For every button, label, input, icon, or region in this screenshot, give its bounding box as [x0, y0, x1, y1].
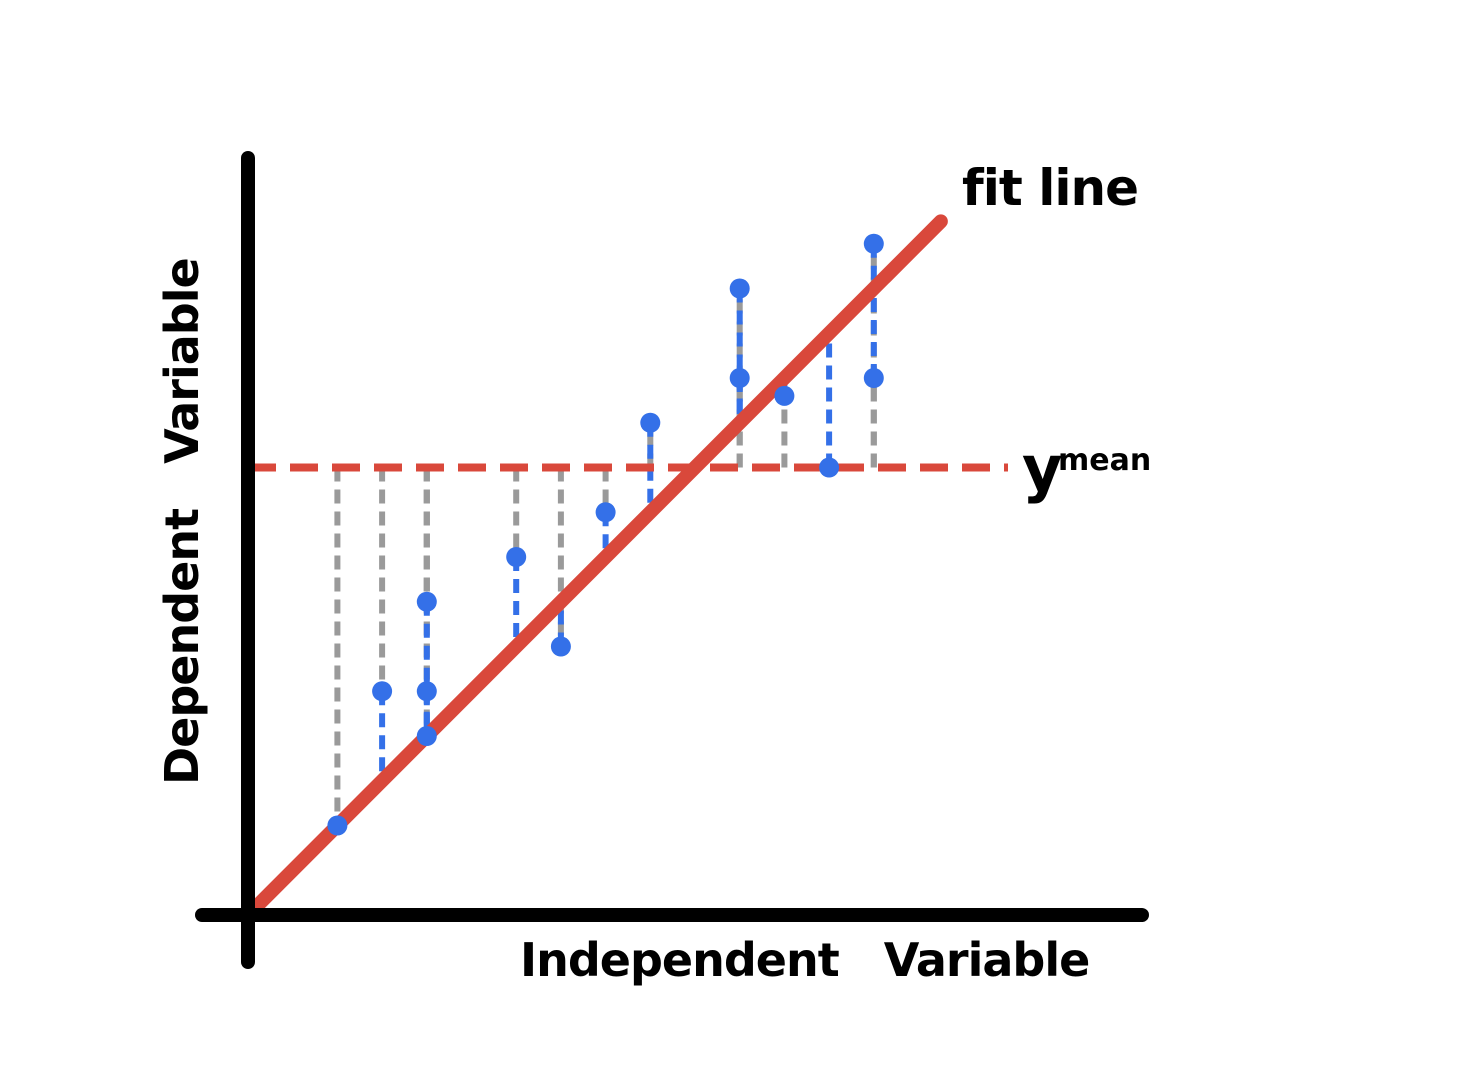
fit-line-label: fit line — [962, 159, 1138, 217]
data-point — [729, 278, 750, 299]
data-point — [416, 726, 437, 746]
data-point — [863, 368, 884, 388]
y-axis-label: Dependent Variable — [155, 258, 209, 785]
data-point — [819, 457, 840, 478]
data-point — [595, 502, 616, 523]
data-point — [506, 547, 527, 567]
data-point — [863, 233, 884, 254]
data-points — [327, 233, 884, 836]
data-point — [774, 385, 795, 406]
data-point — [416, 681, 437, 702]
x-axis-label: Independent Variable — [520, 933, 1089, 987]
y-mean-symbol: y — [1022, 432, 1062, 505]
data-point — [550, 636, 571, 657]
data-point — [640, 412, 661, 433]
data-point — [372, 681, 393, 702]
y-mean-label: mean — [1058, 443, 1151, 478]
data-point — [729, 368, 750, 388]
data-point — [327, 815, 348, 836]
data-point — [416, 591, 437, 612]
fit-line — [241, 214, 948, 922]
